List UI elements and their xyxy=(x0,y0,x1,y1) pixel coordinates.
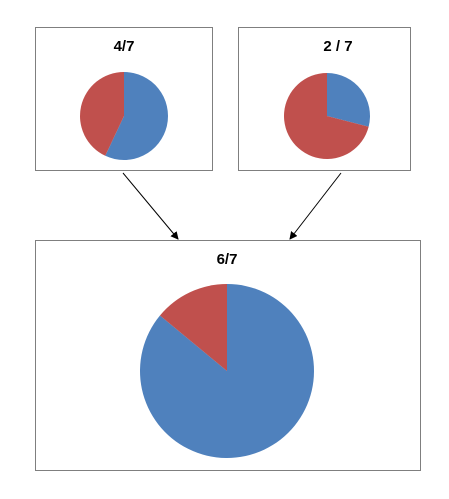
pie-slice xyxy=(327,73,370,127)
pie-slice xyxy=(283,73,369,159)
pie-slice xyxy=(105,72,169,160)
pie-slice xyxy=(159,284,227,371)
arrow xyxy=(289,172,342,240)
arrow xyxy=(122,172,179,240)
chart-title: 4/7 xyxy=(114,38,135,55)
chart-title: 6/7 xyxy=(217,251,238,268)
pie-slice xyxy=(80,72,124,156)
chart-title: 2 / 7 xyxy=(323,38,352,55)
